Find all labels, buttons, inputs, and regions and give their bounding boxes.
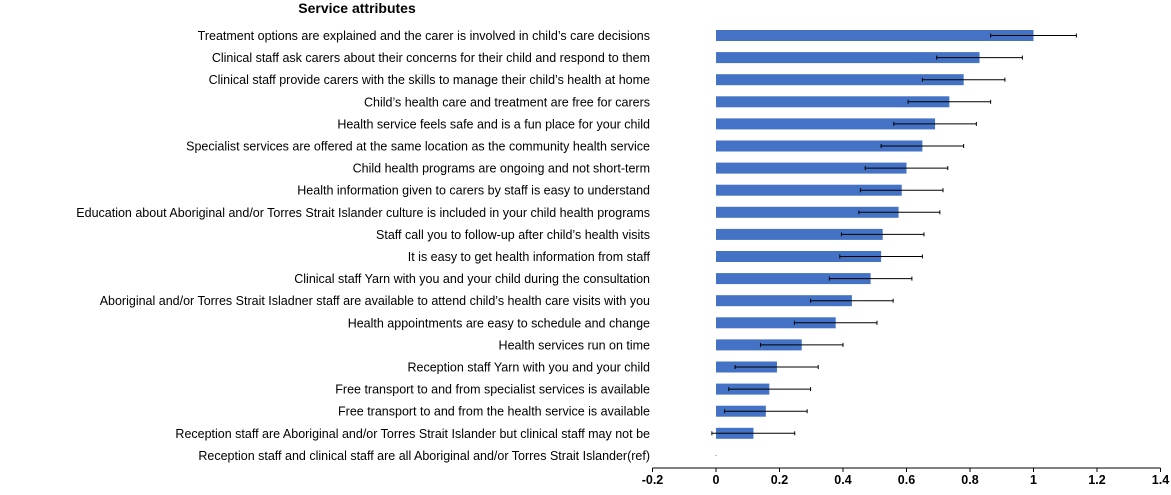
category-label: Health service feels safe and is a fun p… — [337, 117, 650, 131]
category-label: Clinical staff ask carers about their co… — [212, 51, 650, 65]
error-bar — [734, 365, 819, 369]
category-label: Health services run on time — [499, 338, 651, 352]
bar — [716, 295, 852, 307]
x-tick-label: 0.2 — [771, 473, 788, 487]
category-label: Free transport to and from the health se… — [338, 405, 650, 419]
error-bar — [728, 387, 812, 392]
error-bar — [859, 188, 944, 193]
x-tick-label: -0.2 — [642, 473, 664, 487]
bar — [716, 96, 950, 108]
category-label: Reception staff are Aboriginal and/or To… — [175, 427, 650, 441]
error-bar — [724, 409, 808, 414]
bar — [716, 273, 871, 285]
category-label: It is easy to get health information fro… — [408, 250, 651, 264]
category-label: Child health programs are ongoing and no… — [353, 162, 650, 176]
error-bar — [828, 276, 913, 281]
category-label: Clinical staff Yarn with you and your ch… — [294, 272, 650, 286]
category-labels: Treatment options are explained and the … — [76, 29, 650, 463]
category-label: Reception staff and clinical staff are a… — [198, 449, 650, 463]
error-bars — [711, 33, 1077, 436]
error-bar — [893, 121, 977, 126]
x-tick-label: 1.2 — [1088, 473, 1105, 487]
x-tick-label: 0 — [713, 473, 720, 487]
bar — [716, 30, 1034, 41]
category-label: Aboriginal and/or Torres Strait Isladner… — [100, 294, 650, 308]
error-bar — [810, 298, 894, 303]
bar — [716, 162, 907, 174]
bar — [716, 74, 964, 86]
error-bar — [990, 33, 1077, 38]
category-label: Education about Aboriginal and/or Torres… — [76, 206, 650, 220]
error-bar — [858, 210, 941, 215]
bar — [716, 206, 899, 218]
bar — [716, 140, 923, 152]
bar — [716, 118, 936, 130]
category-label: Staff call you to follow-up after child’… — [376, 228, 650, 242]
x-tick-label: 0.6 — [898, 473, 915, 487]
bars — [715, 30, 1034, 456]
error-bar — [921, 77, 1006, 82]
category-label: Free transport to and from specialist se… — [335, 383, 650, 397]
bar — [716, 184, 902, 196]
x-axis: -0.2 0 0.2 0.4 0.6 0.8 1 1.2 1.4 — [642, 467, 1169, 487]
bar-reference-marker — [715, 454, 717, 456]
error-bar — [793, 320, 878, 325]
category-label: Reception staff Yarn with you and your c… — [407, 361, 650, 375]
error-bar — [936, 55, 1023, 60]
bar — [716, 339, 802, 351]
bar — [716, 228, 883, 240]
category-label: Health appointments are easy to schedule… — [348, 316, 650, 330]
error-bar — [907, 99, 992, 104]
category-label: Treatment options are explained and the … — [198, 29, 650, 43]
category-label: Child’s health care and treatment are fr… — [364, 95, 650, 109]
chart-title: Service attributes — [298, 0, 416, 16]
category-label: Specialist services are offered at the s… — [186, 140, 650, 154]
error-bar — [839, 254, 923, 259]
x-tick-label: 1 — [1030, 473, 1037, 487]
error-bar — [840, 232, 925, 237]
error-bar — [711, 431, 796, 436]
error-bar — [864, 166, 949, 171]
bar — [716, 317, 836, 329]
bar — [716, 52, 980, 64]
error-bar — [880, 144, 965, 148]
x-tick-label: 0.4 — [834, 473, 851, 487]
bar — [716, 251, 882, 262]
category-label: Health information given to carers by st… — [297, 184, 650, 198]
x-tick-label: 1.4 — [1152, 473, 1169, 487]
x-tick-label: 0.8 — [961, 473, 978, 487]
error-bar — [759, 342, 844, 347]
category-label: Clinical staff provide carers with the s… — [209, 73, 650, 87]
